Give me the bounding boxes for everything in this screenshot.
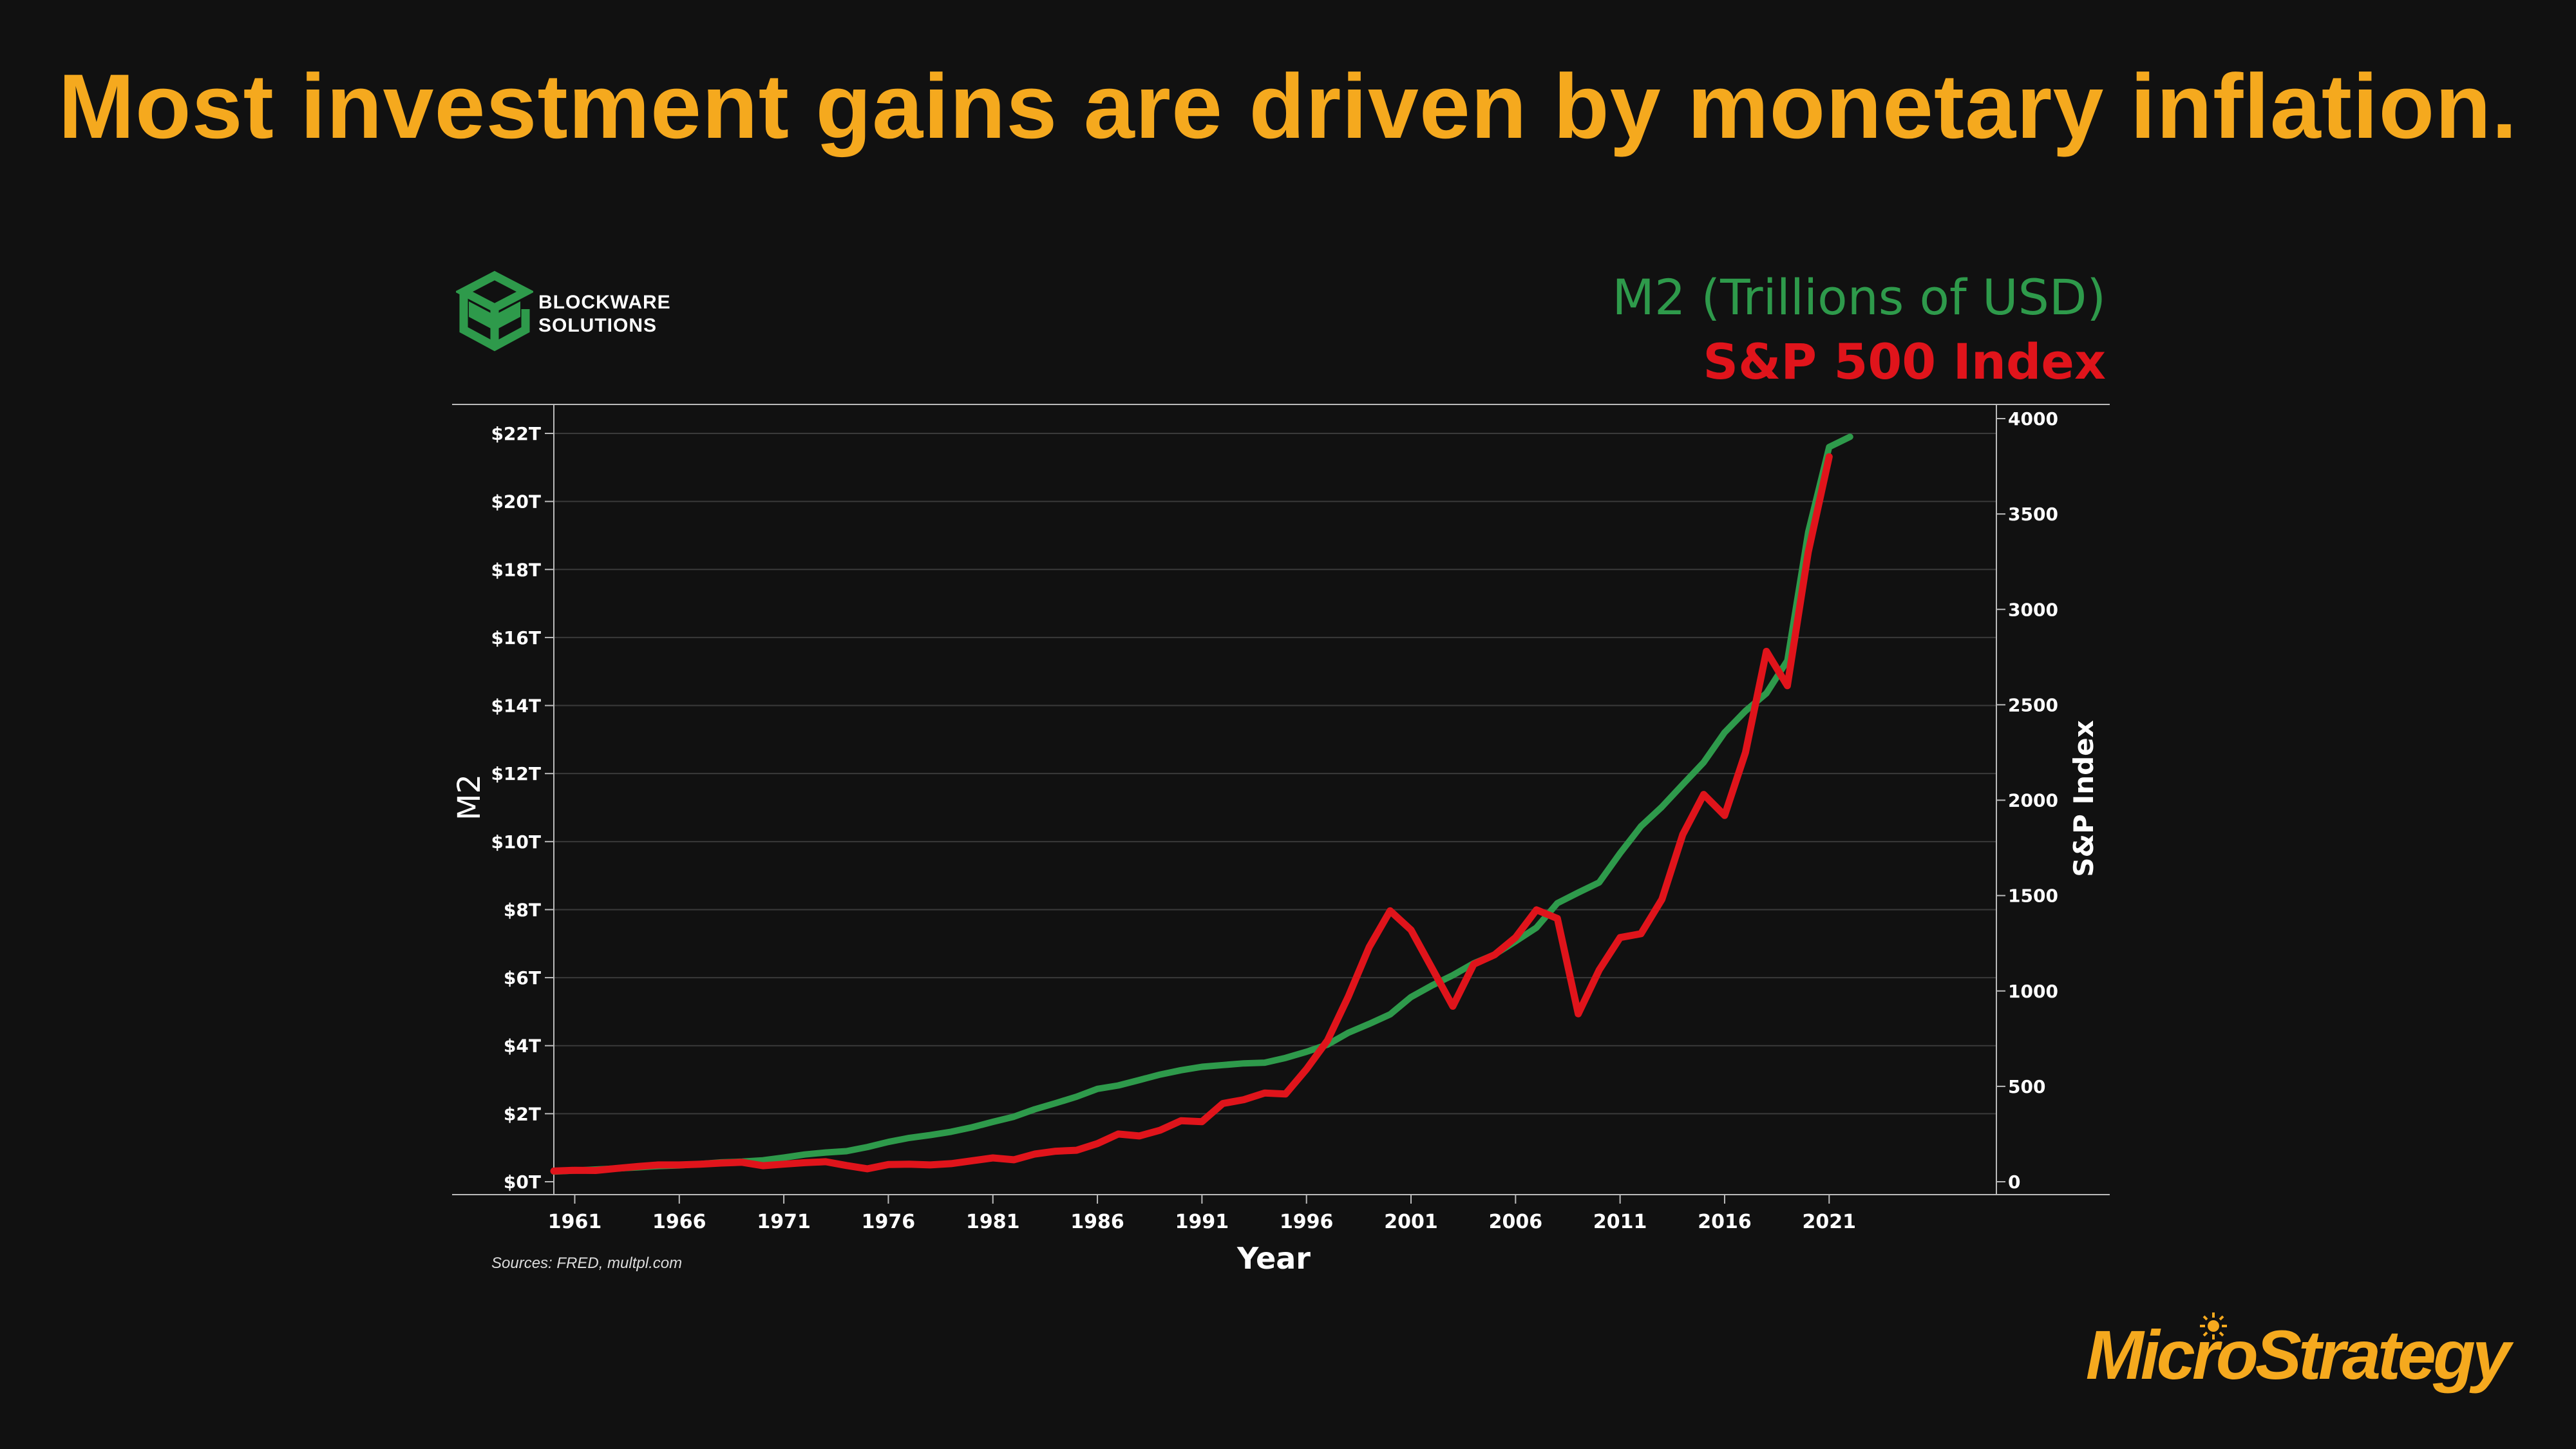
- left-axis-ticks: $0T $2T $4T $6T $8T $10T $12T $14T $16T $18T $20T $…: [491, 423, 554, 1193]
- left-tick-label: $8T: [504, 899, 541, 920]
- right-tick-label: 2500: [2008, 694, 2058, 715]
- chart-legend: M2 (Trillions of USD) S&P 500 Index: [1612, 265, 2106, 394]
- left-tick-label: $12T: [491, 763, 541, 784]
- slide-title: Most investment gains are driven by mone…: [58, 55, 2518, 158]
- x-tick-label: 2016: [1698, 1211, 1752, 1233]
- left-tick-label: $16T: [491, 627, 541, 649]
- right-axis-ticks: 0 500 1000 1500 2000 2500 3000 3500 4000: [1996, 408, 2058, 1193]
- right-tick-label: 500: [2008, 1076, 2045, 1097]
- x-tick-label: 1996: [1280, 1211, 1334, 1233]
- left-tick-label: $20T: [491, 491, 541, 513]
- right-tick-label: 3000: [2008, 599, 2058, 620]
- blockware-cube-icon: [454, 270, 535, 352]
- right-tick-label: 1500: [2008, 886, 2058, 907]
- series-lines: [550, 433, 1853, 1175]
- x-tick-label: 2011: [1593, 1211, 1647, 1233]
- m2-series-line: [551, 433, 1853, 1175]
- x-tick-label: 2021: [1803, 1211, 1857, 1233]
- left-tick-label: $2T: [504, 1103, 541, 1124]
- logo-line-1: BLOCKWARE: [538, 292, 671, 313]
- x-axis-label: Year: [1236, 1241, 1311, 1276]
- right-axis-label: S&P Index: [2068, 720, 2099, 876]
- x-tick-label: 1961: [548, 1211, 602, 1233]
- x-tick-label: 2001: [1384, 1211, 1438, 1233]
- left-axis-label: M2: [451, 774, 488, 820]
- source-note: Sources: FRED, multpl.com: [491, 1255, 683, 1272]
- brand-wordmark: MicroStrategy: [2085, 1316, 2511, 1394]
- right-tick-label: 1000: [2008, 981, 2058, 1002]
- left-tick-label: $14T: [491, 696, 541, 717]
- grid-lines: [554, 433, 1996, 1115]
- left-tick-label: $0T: [504, 1171, 541, 1193]
- right-tick-label: 4000: [2008, 408, 2058, 430]
- left-tick-label: $4T: [504, 1036, 541, 1057]
- right-tick-label: 2000: [2008, 790, 2058, 811]
- x-tick-label: 1971: [757, 1211, 811, 1233]
- sp500-series-line: [550, 453, 1833, 1175]
- right-tick-label: 3500: [2008, 504, 2058, 525]
- left-tick-label: $22T: [491, 423, 541, 444]
- left-tick-label: $18T: [491, 559, 541, 580]
- sun-icon: [2200, 1312, 2227, 1340]
- x-tick-label: 1986: [1070, 1211, 1124, 1233]
- x-tick-label: 1991: [1175, 1211, 1229, 1233]
- logo-line-2: SOLUTIONS: [538, 315, 658, 336]
- legend-m2: M2 (Trillions of USD): [1612, 269, 2106, 326]
- blockware-logo: BLOCKWARE SOLUTIONS: [454, 270, 726, 357]
- axes: [452, 404, 2110, 1195]
- left-tick-label: $6T: [504, 967, 541, 989]
- right-tick-label: 0: [2008, 1171, 2020, 1193]
- x-axis-ticks: 1961 1966 1971 1976 1981 1986 1991 1996 2001 2006…: [548, 1195, 1856, 1233]
- x-tick-label: 2006: [1489, 1211, 1543, 1233]
- logo-text: BLOCKWARE SOLUTIONS: [538, 291, 671, 337]
- left-tick-label: $10T: [491, 831, 541, 853]
- x-tick-label: 1966: [652, 1211, 706, 1233]
- legend-sp500: S&P 500 Index: [1703, 333, 2106, 390]
- x-tick-label: 1976: [862, 1211, 916, 1233]
- x-tick-label: 1981: [966, 1211, 1020, 1233]
